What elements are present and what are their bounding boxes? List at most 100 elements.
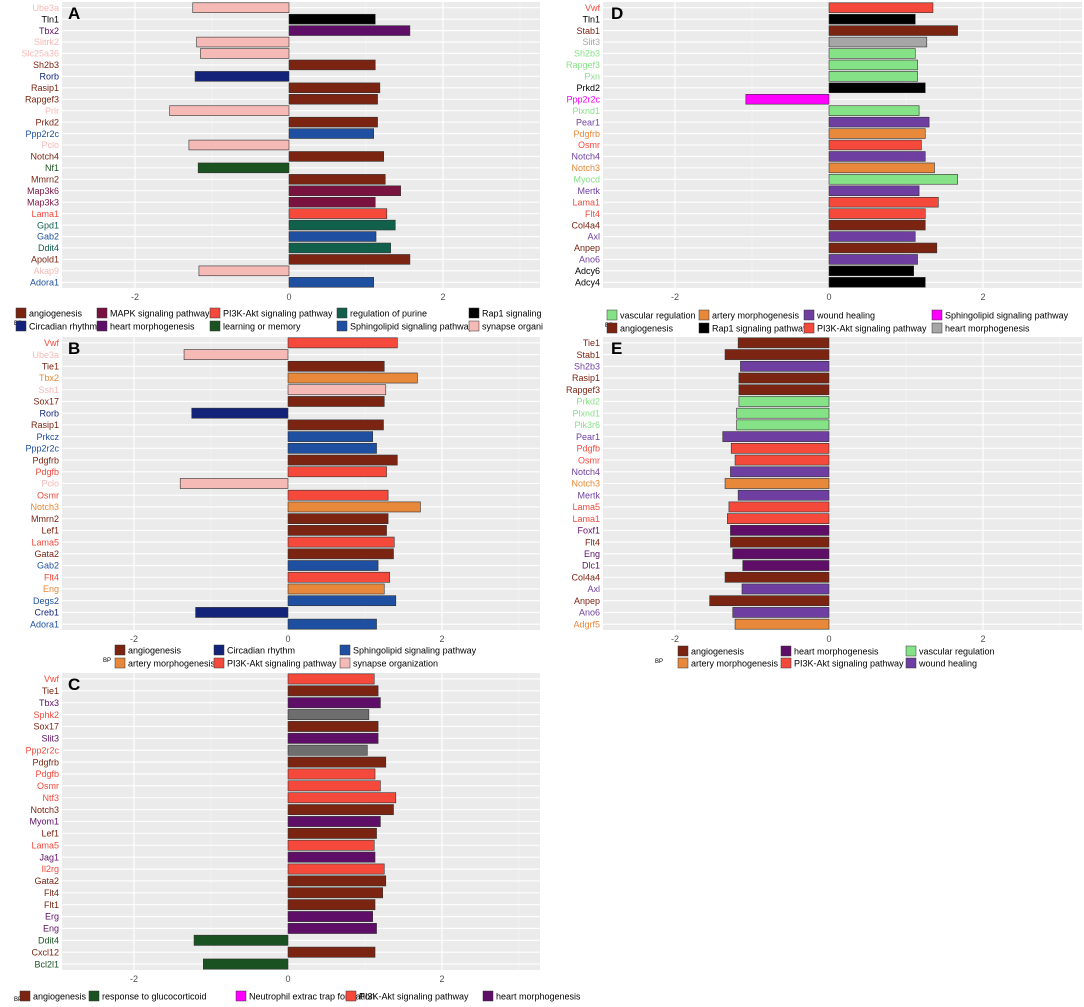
x-tick-label: -2 [130, 634, 138, 644]
category-label: Pik3r6 [574, 420, 600, 430]
legend-key [336, 307, 348, 319]
bar-adora1 [288, 277, 374, 288]
category-label: Mertk [578, 186, 601, 196]
legend-label: angiogenesis [691, 647, 745, 657]
legend: BP angiogenesis response to glucocorticoid… [14, 990, 581, 1003]
legend-label: PI3K-Akt signaling pathway [223, 309, 333, 319]
bar-sh2b3 [288, 59, 376, 71]
bar-cxcl12 [287, 946, 376, 958]
legend-label: PI3K-Akt signaling pathway [817, 324, 927, 334]
bar-prkd2 [828, 82, 926, 94]
legend-title: BP [14, 997, 22, 1003]
category-label: Adcy4 [575, 277, 600, 287]
x-tick-label: 0 [826, 634, 831, 644]
bar-vwf [287, 673, 375, 685]
bar-ano6 [828, 254, 918, 265]
legend-label: angiogenesis [33, 992, 87, 1002]
bar-osmr [287, 489, 389, 501]
bar-osmr [828, 139, 922, 151]
category-label: Ppp2r2c [25, 444, 59, 454]
bar-rapgef3 [738, 384, 830, 396]
bar-creb1 [195, 607, 289, 618]
legend-label: MAPK signaling pathway [110, 309, 210, 319]
category-label: Slc25a36 [21, 49, 59, 59]
category-label: Adora1 [30, 277, 59, 287]
bar-lama5 [287, 536, 395, 548]
bar-gata2 [287, 548, 394, 560]
bar-sh2b3 [828, 48, 916, 59]
bar-mertk [828, 185, 920, 196]
category-label: Apold1 [31, 255, 59, 265]
bar-rorb [194, 71, 290, 82]
legend-key [114, 644, 126, 656]
bar-myom1 [287, 816, 381, 827]
category-label: Rasip1 [572, 373, 600, 383]
bar-pdgfb [287, 768, 376, 780]
bar-pdgfrb [287, 756, 387, 768]
category-label: Slitrk2 [34, 37, 59, 47]
bar-tbx3 [287, 697, 381, 709]
category-label: Flt4 [585, 537, 600, 547]
x-tick-label: 2 [980, 292, 985, 302]
legend-label: angiogenesis [620, 324, 674, 334]
bar-plxnd1 [828, 105, 920, 116]
x-tick-label: -2 [131, 292, 139, 302]
x-tick-label: 0 [286, 292, 291, 302]
legend-key [931, 322, 943, 334]
legend-label: regulation of purine [350, 309, 427, 319]
category-label: Pxn [584, 72, 600, 82]
bar-pclo [179, 478, 289, 489]
legend-label: heart morphogenesis [794, 647, 879, 657]
category-label: Akap9 [33, 266, 59, 276]
bar-rasip1 [288, 82, 381, 94]
category-label: Tbx2 [39, 373, 59, 383]
bar-axl [741, 583, 830, 595]
bar-vwf [828, 2, 934, 13]
category-label: Tbx3 [39, 698, 59, 708]
category-label: Mertk [578, 490, 601, 500]
category-label: Notch3 [30, 502, 59, 512]
category-label: Map3k3 [27, 197, 59, 207]
category-label: Plxnd1 [572, 106, 600, 116]
category-label: Tie1 [42, 686, 59, 696]
category-label: Ano6 [579, 255, 600, 265]
category-label: Slit3 [582, 37, 600, 47]
bar-ppp2r2c [288, 128, 374, 139]
category-label: Cxcl12 [31, 947, 59, 957]
bar-vwf [287, 337, 398, 349]
bar-eng [732, 548, 830, 560]
category-label: Tbx2 [39, 26, 59, 36]
category-label: Sox17 [33, 722, 59, 732]
bar-sox17 [287, 396, 385, 407]
bar-prkd2 [738, 396, 830, 407]
legend-key [96, 320, 108, 332]
category-label: Gab2 [37, 561, 59, 571]
bar-notch3 [287, 804, 394, 816]
bar-rasip1 [287, 419, 384, 431]
bar-axl [828, 231, 916, 242]
bar-notch3 [287, 501, 421, 513]
category-label: Adora1 [30, 619, 59, 629]
legend-label: heart morphogenesis [110, 322, 195, 332]
bar-ddit4 [288, 242, 391, 254]
category-label: Vwf [44, 338, 60, 348]
category-label: Ano6 [579, 608, 600, 618]
bar-pear1 [828, 116, 930, 128]
legend-key [339, 644, 351, 656]
category-label: Col4a4 [571, 572, 600, 582]
bar-mmrn2 [287, 513, 389, 524]
x-tick-label: 2 [440, 292, 445, 302]
x-tick-label: -2 [671, 292, 679, 302]
category-label: Mmrn2 [31, 514, 59, 524]
legend-label: synapse organization [353, 659, 438, 669]
legend-key [468, 307, 480, 319]
category-label: Map3k6 [27, 186, 59, 196]
bar-mmrn2 [288, 174, 386, 185]
bar-ube3a [183, 349, 289, 360]
category-label: Lama1 [572, 197, 600, 207]
bar-map3k6 [288, 185, 401, 196]
bar-mertk [737, 489, 830, 501]
category-label: Osmr [578, 140, 600, 150]
